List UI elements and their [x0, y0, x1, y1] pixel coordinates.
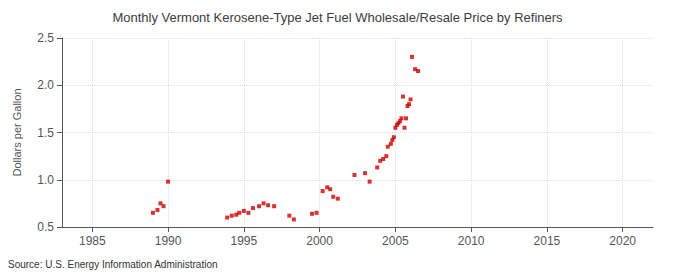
svg-text:Monthly Vermont Kerosene-Type: Monthly Vermont Kerosene-Type Jet Fuel W… — [112, 10, 563, 25]
svg-text:2020: 2020 — [609, 234, 636, 248]
svg-text:Dollars per Gallon: Dollars per Gallon — [11, 88, 23, 176]
svg-text:2005: 2005 — [382, 234, 409, 248]
svg-text:1995: 1995 — [230, 234, 257, 248]
svg-text:2015: 2015 — [534, 234, 561, 248]
svg-text:2.5: 2.5 — [37, 31, 54, 45]
svg-text:1.5: 1.5 — [37, 126, 54, 140]
svg-text:1990: 1990 — [155, 234, 182, 248]
svg-text:2.0: 2.0 — [37, 78, 54, 92]
svg-text:0.5: 0.5 — [37, 220, 54, 234]
svg-text:Source: U.S. Energy Informatio: Source: U.S. Energy Information Administ… — [8, 259, 218, 270]
svg-text:2000: 2000 — [306, 234, 333, 248]
svg-text:2010: 2010 — [458, 234, 485, 248]
svg-text:1985: 1985 — [79, 234, 106, 248]
svg-text:1.0: 1.0 — [37, 173, 54, 187]
